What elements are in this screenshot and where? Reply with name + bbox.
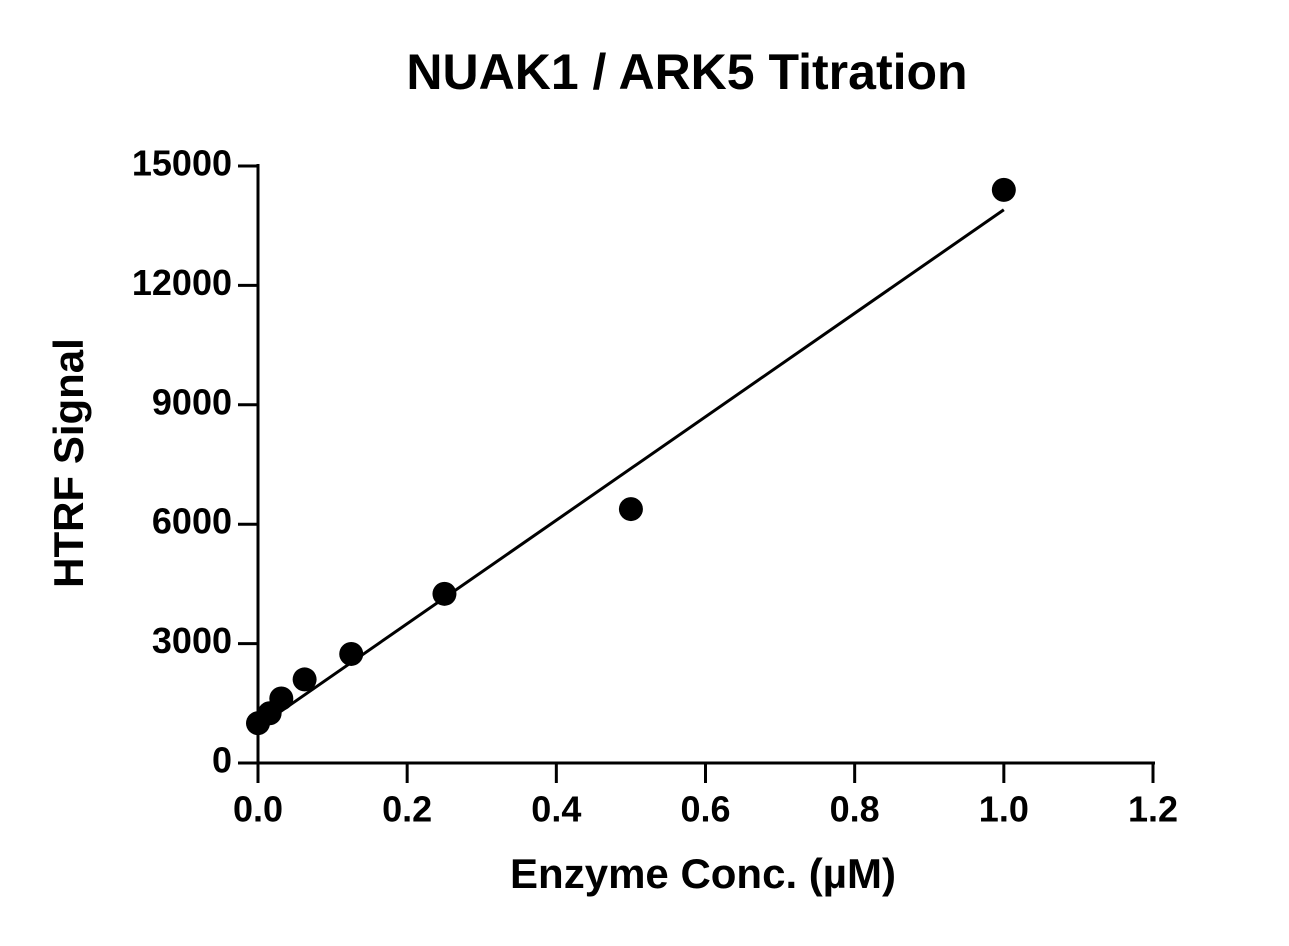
data-point [991, 177, 1016, 202]
y-tick-label: 0 [212, 740, 232, 781]
x-tick-label: 1.2 [1128, 789, 1178, 830]
y-tick-label: 3000 [152, 620, 232, 661]
data-point [432, 581, 457, 606]
x-tick-label: 0.0 [233, 789, 283, 830]
x-tick-label: 0.4 [531, 789, 581, 830]
x-tick-label: 0.2 [382, 789, 432, 830]
x-tick-label: 0.6 [680, 789, 730, 830]
x-tick-label: 1.0 [979, 789, 1029, 830]
y-tick-label: 9000 [152, 381, 232, 422]
x-axis-label: Enzyme Conc. (µM) [510, 850, 896, 897]
y-tick-label: 15000 [132, 143, 232, 184]
y-tick-label: 12000 [132, 262, 232, 303]
y-tick-label: 6000 [152, 501, 232, 542]
fit-line [257, 208, 1005, 729]
data-point [339, 641, 364, 666]
chart-title: NUAK1 / ARK5 Titration [406, 44, 967, 100]
y-axis-label: HTRF Signal [45, 338, 92, 588]
data-point [618, 497, 643, 522]
data-point [269, 686, 294, 711]
data-point [292, 667, 317, 692]
x-tick-label: 0.8 [830, 789, 880, 830]
